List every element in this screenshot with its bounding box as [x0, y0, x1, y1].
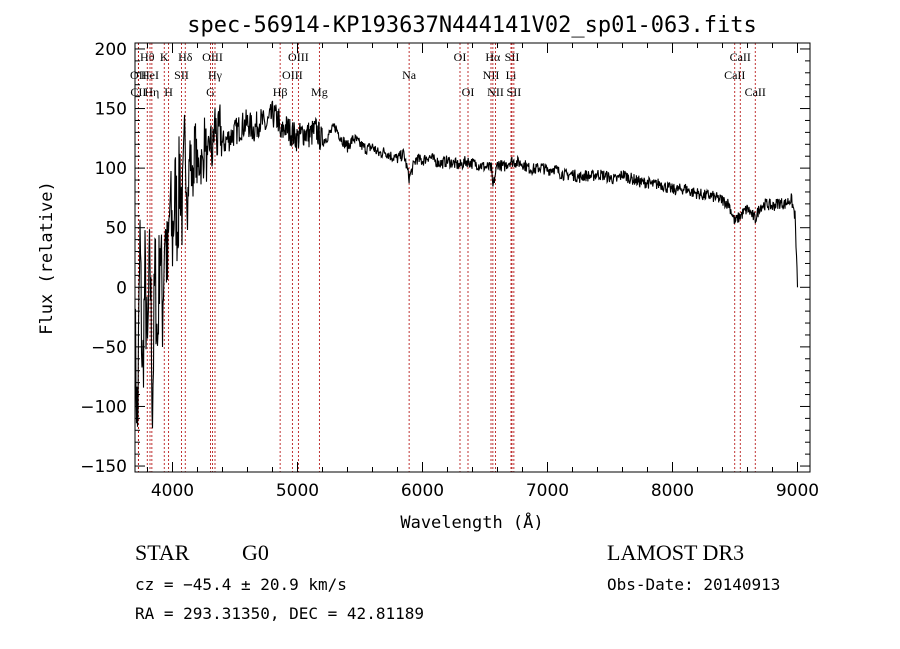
line-marker-label: OII [130, 68, 147, 82]
line-marker-label: NII [487, 85, 504, 99]
coordinates-text: RA = 293.31350, DEC = 42.81189 [135, 604, 424, 623]
line-marker-label: Na [402, 68, 417, 82]
x-tick-label: 5000 [276, 481, 319, 501]
chart-title: spec-56914-KP193637N444141V02_sp01-063.f… [187, 13, 757, 38]
line-marker-label: HeI [141, 68, 159, 82]
line-marker-label: OIII [288, 50, 309, 64]
survey-name: LAMOST DR3 [607, 540, 744, 565]
line-marker-label: CaII [724, 68, 745, 82]
line-marker-label: OIII [202, 50, 223, 64]
obs-date-text: Obs-Date: 20140913 [607, 575, 780, 594]
line-marker-label: Mg [311, 85, 328, 99]
object-class: STAR [135, 540, 190, 565]
line-marker-label: Hη [144, 85, 159, 99]
spectrum-line [134, 100, 799, 429]
y-tick-label: 100 [95, 159, 127, 179]
x-tick-label: 9000 [776, 481, 819, 501]
line-marker-label: SII [507, 85, 522, 99]
y-tick-label: 50 [105, 219, 127, 239]
plot-frame [134, 42, 811, 473]
x-tick-label: 7000 [526, 481, 569, 501]
x-tick-label: 6000 [401, 481, 444, 501]
x-axis-ticks: 4000 5000 6000 7000 8000 9000 [147, 43, 819, 501]
line-marker-label: Hα [485, 50, 501, 64]
line-markers: CIIOIIHθHeIHηKHSIIHδGOIIIHγHβOIIIOIIIMgN… [130, 43, 766, 472]
line-marker-label: NII [483, 68, 500, 82]
line-marker-label: OIII [282, 68, 303, 82]
y-axis-ticks: −150 −100 −50 0 50 100 150 200 [80, 40, 810, 477]
x-tick-label: 8000 [651, 481, 694, 501]
line-marker-label: SII [505, 50, 520, 64]
y-tick-label: −100 [80, 397, 127, 417]
x-axis-label: Wavelength (Å) [400, 511, 543, 533]
line-marker-label: K [160, 50, 169, 64]
x-tick-label: 4000 [151, 481, 194, 501]
y-tick-label: 150 [95, 100, 127, 120]
line-marker-label: CaII [730, 50, 751, 64]
line-marker-label: G [206, 85, 215, 99]
line-marker-label: Li [506, 68, 517, 82]
redshift-text: cz = −45.4 ± 20.9 km/s [135, 575, 347, 594]
y-tick-label: −150 [80, 457, 127, 477]
line-marker-label: Hβ [273, 85, 288, 99]
line-marker-label: CaII [745, 85, 766, 99]
line-marker-label: OI [454, 50, 467, 64]
object-subclass: G0 [242, 540, 269, 565]
line-marker-label: SII [174, 68, 189, 82]
line-marker-label: H [164, 85, 173, 99]
line-marker-label: Hθ [140, 50, 155, 64]
y-tick-label: 200 [95, 40, 127, 60]
spectrum-series [134, 100, 799, 429]
line-marker-label: Hδ [178, 50, 193, 64]
line-marker-label: OI [462, 85, 475, 99]
y-tick-label: 0 [116, 278, 127, 298]
y-tick-label: −50 [91, 338, 127, 358]
y-axis-label: Flux (relative) [37, 181, 57, 335]
line-marker-label: Hγ [208, 68, 223, 82]
